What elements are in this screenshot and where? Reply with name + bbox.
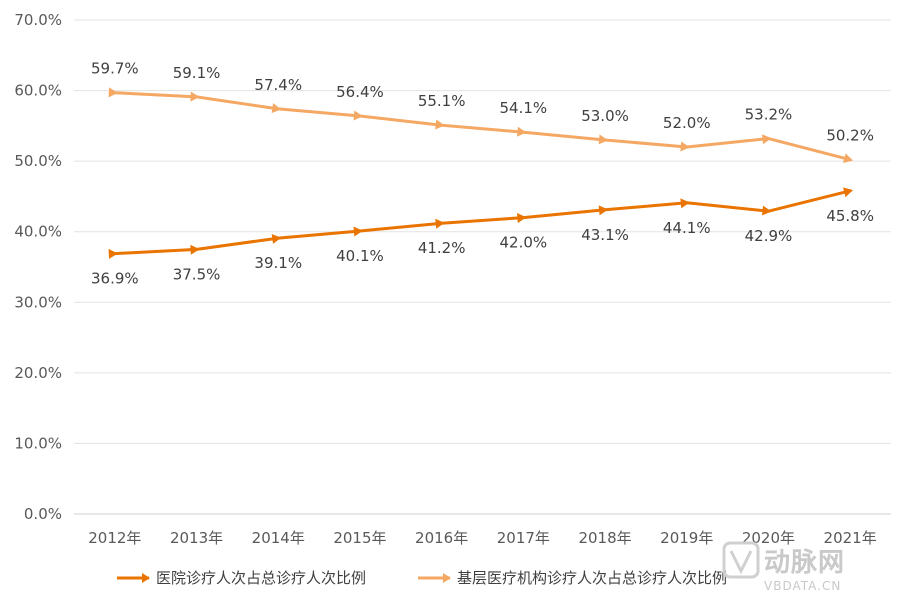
- data-point-marker: [271, 233, 282, 244]
- data-label: 36.9%: [91, 270, 139, 288]
- data-label: 37.5%: [173, 265, 221, 283]
- y-tick-label: 10.0%: [14, 434, 62, 452]
- y-tick-label: 20.0%: [14, 364, 62, 382]
- data-label: 59.1%: [173, 64, 221, 82]
- data-label: 42.9%: [745, 227, 793, 245]
- x-tick-label: 2021年: [824, 529, 877, 547]
- x-tick-label: 2015年: [333, 529, 386, 547]
- data-label: 43.1%: [581, 226, 629, 244]
- series-line-1: [113, 91, 852, 162]
- data-labels: 36.9% 37.5% 39.1% 40.1% 41.2% 42.0% 43.1% 44.1%…: [91, 60, 874, 288]
- data-point-marker: [680, 198, 690, 209]
- legend: 医院诊疗人次占总诊疗人次比例 基层医疗机构诊疗人次占总诊疗人次比例: [117, 569, 727, 587]
- data-label: 52.0%: [663, 114, 711, 132]
- data-label: 42.0%: [500, 234, 548, 252]
- legend-item-primary-care: 基层医疗机构诊疗人次占总诊疗人次比例: [418, 569, 727, 587]
- x-tick-label: 2012年: [88, 529, 141, 547]
- data-point-marker: [190, 244, 200, 255]
- data-point-marker: [271, 103, 282, 113]
- y-tick-label: 30.0%: [14, 293, 62, 311]
- watermark-logo-icon: [722, 541, 760, 579]
- watermark: 动脉网 VBDATA.CN: [722, 541, 845, 593]
- x-tick-label: 2014年: [252, 529, 305, 547]
- legend-arrow-primary-care: [443, 573, 451, 583]
- data-label: 40.1%: [336, 247, 384, 265]
- x-tick-label: 2016年: [415, 529, 468, 547]
- y-tick-label: 0.0%: [24, 505, 62, 523]
- series-line-0: [113, 189, 852, 256]
- y-tick-label: 40.0%: [14, 223, 62, 241]
- legend-item-hospital: 医院诊疗人次占总诊疗人次比例: [117, 569, 366, 587]
- x-tick-label: 2018年: [578, 529, 631, 547]
- legend-arrow-hospital: [142, 573, 150, 583]
- data-point-marker: [517, 213, 527, 224]
- data-point-marker: [108, 248, 118, 259]
- data-point-marker: [108, 87, 118, 98]
- data-label: 45.8%: [826, 207, 874, 225]
- data-point-marker: [435, 218, 445, 229]
- data-point-marker: [843, 187, 854, 198]
- legend-label-primary-care: 基层医疗机构诊疗人次占总诊疗人次比例: [457, 569, 727, 587]
- data-point-marker: [598, 134, 609, 145]
- data-label: 53.0%: [581, 107, 629, 125]
- watermark-brand-en: VBDATA.CN: [764, 579, 841, 593]
- data-label: 41.2%: [418, 239, 466, 257]
- data-label: 55.1%: [418, 92, 466, 110]
- y-tick-label: 70.0%: [14, 11, 62, 29]
- data-label: 57.4%: [254, 76, 302, 94]
- data-point-marker: [190, 91, 200, 102]
- x-tick-label: 2019年: [660, 529, 713, 547]
- x-axis-ticks: 2012年 2013年 2014年 2015年 2016年 2017年 2018年 2019年…: [88, 529, 876, 547]
- y-tick-label: 60.0%: [14, 82, 62, 100]
- data-point-marker: [353, 226, 363, 237]
- x-tick-label: 2017年: [497, 529, 550, 547]
- data-point-marker: [516, 126, 527, 137]
- data-point-marker: [435, 119, 445, 130]
- y-axis-ticks: 0.0% 10.0% 20.0% 30.0% 40.0% 50.0% 60.0% 70.0%: [14, 11, 62, 523]
- y-tick-label: 50.0%: [14, 152, 62, 170]
- series-group: [108, 87, 854, 259]
- data-label: 39.1%: [254, 254, 302, 272]
- data-label: 54.1%: [500, 99, 548, 117]
- watermark-logo-v: [729, 550, 753, 575]
- data-point-marker: [843, 153, 854, 164]
- data-point-marker: [353, 110, 363, 121]
- data-point-marker: [598, 205, 609, 216]
- x-tick-label: 2013年: [170, 529, 223, 547]
- data-point-marker: [762, 134, 772, 145]
- data-label: 53.2%: [745, 106, 793, 124]
- data-label: 44.1%: [663, 219, 711, 237]
- watermark-brand-cn: 动脉网: [764, 548, 845, 578]
- data-point-marker: [762, 205, 772, 216]
- legend-label-hospital: 医院诊疗人次占总诊疗人次比例: [156, 569, 366, 587]
- data-label: 59.7%: [91, 60, 139, 78]
- data-point-marker: [680, 141, 690, 152]
- data-label: 56.4%: [336, 83, 384, 101]
- grid-lines: [74, 19, 891, 515]
- data-label: 50.2%: [826, 127, 874, 145]
